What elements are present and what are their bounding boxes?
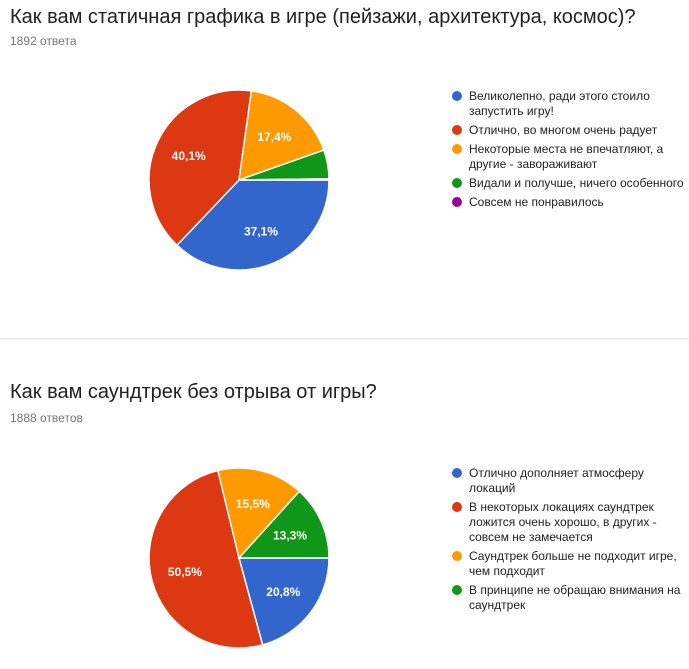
legend-label: Некоторые места не впечатляют, а другие … [469, 142, 664, 171]
pie-slice [216, 467, 301, 560]
legend-color-dot [452, 178, 462, 188]
pie-chart-soundtrack: 20,8% 50,5% 15,5% 13,3% [148, 467, 330, 649]
legend-label: В принципе не обращаю внимания на саундт… [469, 583, 681, 612]
legend-color-dot [452, 125, 462, 135]
legend-item: Совсем не понравилось [452, 195, 684, 210]
slice-percent-label: 20,8% [266, 585, 300, 599]
slice-percent-label: 37,1% [244, 224, 278, 238]
legend-item: Отлично дополняет атмосферу локаций [452, 466, 684, 496]
legend-color-dot [452, 585, 462, 595]
question-title: Как вам саундтрек без отрыва от игры? [10, 381, 377, 403]
question-card-graphics: Как вам статичная графика в игре (пейзаж… [10, 6, 684, 271]
legend-color-dot [452, 502, 462, 512]
legend-color-dot [452, 468, 462, 478]
pie-slice [238, 557, 330, 646]
legend-item: В принципе не обращаю внимания на саундт… [452, 583, 684, 613]
legend-label: В некоторых локациях саундтрек ложится о… [469, 500, 657, 544]
legend-label: Отлично дополняет атмосферу локаций [469, 466, 644, 495]
slice-percent-label: 17,4% [257, 130, 291, 144]
slice-percent-label: 15,5% [236, 497, 270, 511]
legend-item: Великолепно, ради этого стоило запустить… [452, 89, 684, 119]
legend-label: Отлично, во многом очень радует [469, 123, 658, 137]
legend-item: Некоторые места не впечатляют, а другие … [452, 142, 684, 172]
legend-color-dot [452, 91, 462, 101]
pie-slice [175, 179, 330, 271]
pie-slice [238, 178, 330, 181]
legend-label: Совсем не понравилось [469, 195, 604, 209]
chart-legend: Отлично дополняет атмосферу локаций В нек… [452, 466, 684, 617]
slice-percent-label: 13,3% [273, 528, 307, 542]
response-count: 1888 ответов [10, 411, 83, 425]
legend-color-dot [452, 551, 462, 561]
response-count: 1892 ответа [10, 34, 77, 48]
legend-item: Отлично, во многом очень радует [452, 123, 684, 138]
pie-slice [148, 89, 253, 247]
legend-label: Саундтрек больше не подходит игре, чем п… [469, 549, 677, 578]
pie-slice [237, 490, 330, 559]
pie-slice [148, 469, 264, 649]
legend-color-dot [452, 144, 462, 154]
legend-label: Великолепно, ради этого стоило запустить… [469, 89, 650, 118]
legend-item: В некоторых локациях саундтрек ложится о… [452, 500, 684, 545]
chart-legend: Великолепно, ради этого стоило запустить… [452, 89, 684, 214]
legend-color-dot [452, 197, 462, 207]
legend-item: Видали и получше, ничего особенного [452, 176, 684, 191]
legend-item: Саундтрек больше не подходит игре, чем п… [452, 549, 684, 579]
question-card-soundtrack: Как вам саундтрек без отрыва от игры? 18… [0, 338, 689, 669]
pie-slice [238, 90, 325, 182]
slice-percent-label: 40,1% [172, 149, 206, 163]
pie-chart-graphics: 37,1% 40,1% 17,4% [148, 89, 330, 271]
question-title: Как вам статичная графика в игре (пейзаж… [10, 6, 636, 28]
slice-percent-label: 50,5% [168, 565, 202, 579]
legend-label: Видали и получше, ничего особенного [469, 176, 684, 190]
